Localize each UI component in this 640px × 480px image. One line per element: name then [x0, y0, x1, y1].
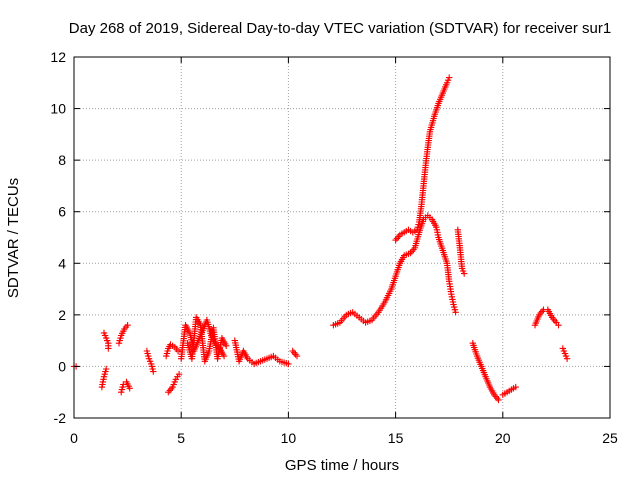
- data-point: [293, 352, 301, 360]
- chart-title: Day 268 of 2019, Sidereal Day-to-day VTE…: [69, 20, 611, 37]
- x-axis-label: GPS time / hours: [285, 457, 399, 474]
- data-point: [124, 322, 131, 329]
- x-tick-label: 20: [495, 430, 511, 446]
- data-point: [175, 371, 183, 378]
- x-axis-ticks: 0 5 10 15 20 25: [70, 57, 618, 446]
- data-point: [220, 352, 228, 360]
- data-point: [452, 309, 459, 316]
- x-tick-label: 25: [602, 430, 618, 446]
- x-tick-label: 10: [281, 430, 297, 446]
- y-tick-label: 4: [58, 255, 66, 271]
- data-point: [285, 360, 292, 368]
- y-tick-label: 12: [50, 49, 66, 65]
- data-point: [563, 355, 571, 362]
- data-point: [174, 347, 182, 355]
- y-axis-label: SDTVAR / TECUs: [5, 178, 22, 298]
- data-points: [70, 74, 571, 404]
- x-tick-label: 0: [70, 430, 78, 446]
- data-point: [461, 270, 468, 277]
- data-point: [126, 385, 133, 392]
- data-point: [555, 322, 562, 329]
- data-point: [495, 396, 502, 404]
- y-tick-label: 10: [50, 101, 66, 117]
- y-tick-label: 8: [58, 152, 66, 168]
- y-tick-label: 0: [58, 358, 66, 374]
- y-tick-label: 2: [58, 307, 66, 323]
- plot-frame: [73, 56, 611, 419]
- y-axis-ticks: -2 0 2 4 6 8 10 12: [50, 49, 610, 426]
- y-tick-label: 6: [58, 204, 66, 220]
- data-point: [103, 365, 110, 373]
- grid-lines: [74, 57, 610, 418]
- y-tick-label: -2: [54, 410, 67, 426]
- data-point: [446, 74, 453, 81]
- data-point: [512, 383, 519, 391]
- x-tick-label: 15: [388, 430, 404, 446]
- data-point: [150, 368, 157, 375]
- x-tick-label: 5: [177, 430, 185, 446]
- data-point: [105, 345, 112, 352]
- data-point: [223, 342, 230, 349]
